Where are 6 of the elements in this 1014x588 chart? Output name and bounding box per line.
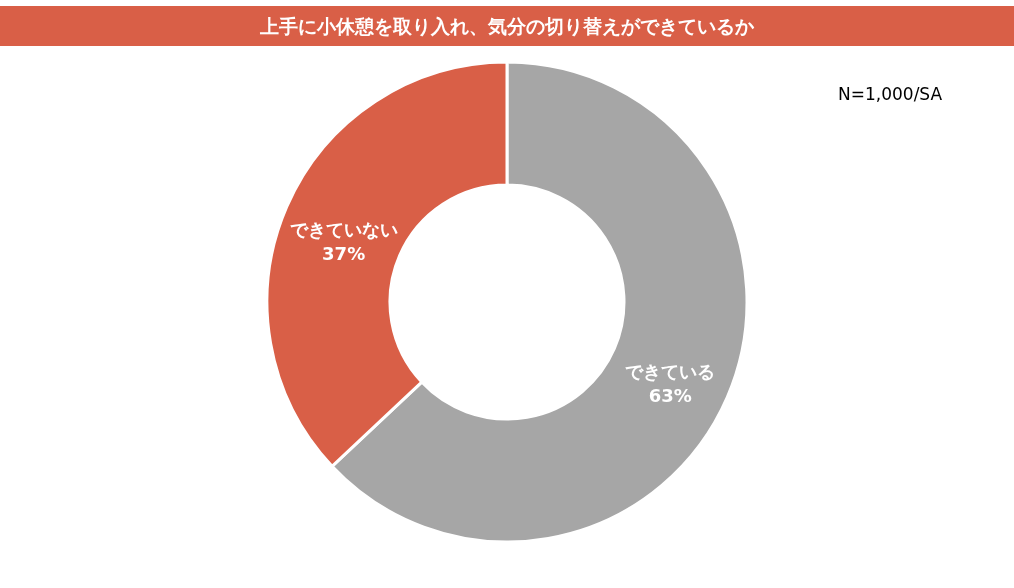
data-label: 63% bbox=[648, 384, 692, 406]
data-label: 37% bbox=[322, 243, 366, 265]
slice-label: できている bbox=[625, 360, 716, 382]
chart-title: 上手に小休憩を取り入れ、気分の切り替えができているか bbox=[0, 6, 1014, 46]
slice-label: できていない bbox=[289, 219, 398, 241]
text: N=1,000/SA bbox=[838, 84, 943, 104]
